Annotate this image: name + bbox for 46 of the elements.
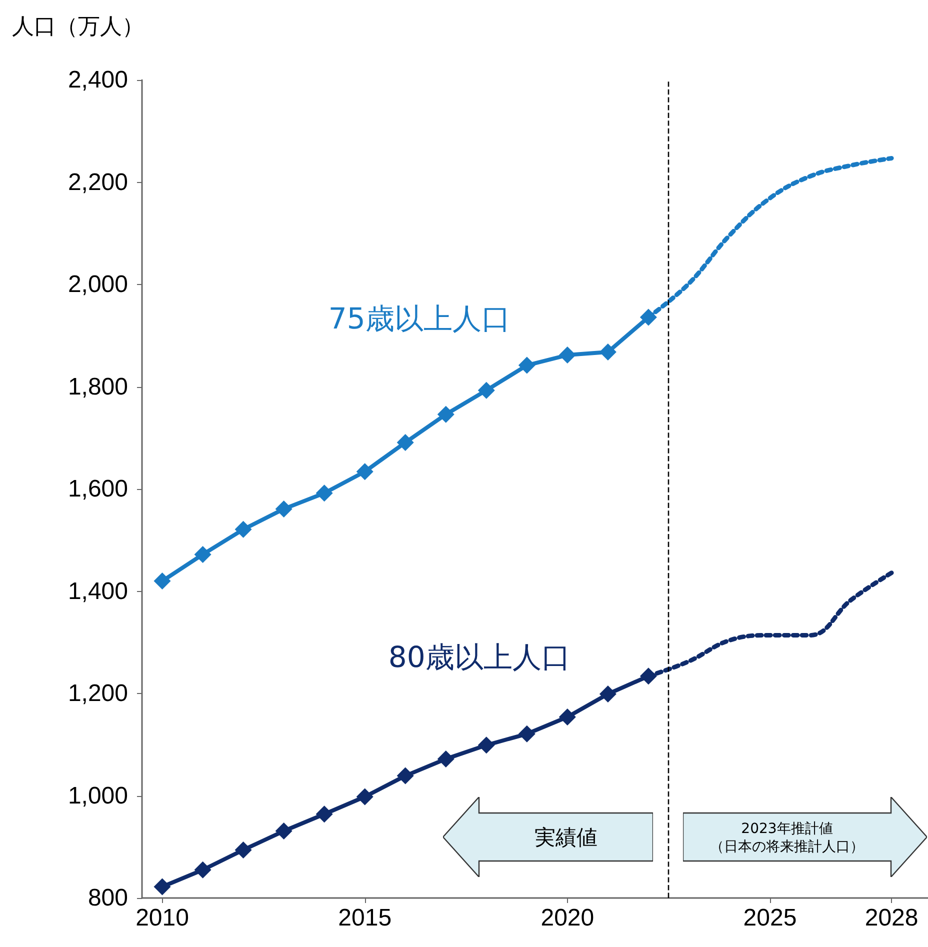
x-tick-label: 2028: [864, 904, 918, 932]
point: [234, 520, 252, 538]
y-tick-label: 1,200: [68, 680, 128, 707]
point: [599, 343, 616, 360]
y-tick-label: 1,400: [68, 578, 128, 605]
y-tick-label: 2,400: [68, 66, 128, 94]
x-tick-label: 2015: [338, 904, 392, 932]
y-tick-label: 1,600: [68, 476, 128, 502]
y-tick-label: 1,800: [68, 373, 128, 400]
y-tick-label: 800: [88, 884, 128, 912]
point: [437, 750, 454, 768]
point: [640, 668, 657, 685]
point: [234, 841, 252, 858]
point: [396, 767, 414, 784]
point: [558, 346, 576, 364]
annotation: 2023年推計値: [741, 820, 833, 837]
point: [194, 546, 212, 563]
y-axis-title: 人口（万人）: [12, 14, 144, 40]
annotation: （日本の将来推計人口）: [710, 839, 864, 855]
point: [316, 484, 333, 502]
point: [558, 708, 576, 726]
point: [154, 572, 171, 590]
y-tick-label: 2,200: [68, 168, 128, 196]
point: [316, 806, 333, 823]
series-label: 80歳以上人口: [388, 640, 570, 674]
x-tick-label: 2025: [743, 904, 797, 932]
point: [356, 788, 374, 806]
point: [275, 822, 292, 840]
point: [194, 861, 212, 878]
x-tick-label: 2010: [136, 904, 189, 932]
point: [478, 736, 495, 754]
point: [478, 382, 495, 399]
point: [599, 686, 616, 703]
point: [275, 500, 292, 518]
point: [396, 434, 414, 451]
annotation: 実績値: [534, 825, 598, 850]
x-tick-label: 2020: [540, 904, 594, 932]
point: [154, 878, 171, 896]
point: [437, 406, 454, 423]
series-label: 75歳以上人口: [328, 301, 510, 336]
point: [518, 725, 536, 742]
point: [518, 356, 536, 374]
y-tick-label: 1,000: [68, 782, 128, 810]
point: [640, 308, 657, 326]
point: [356, 463, 374, 480]
y-tick-label: 2,000: [68, 271, 128, 298]
